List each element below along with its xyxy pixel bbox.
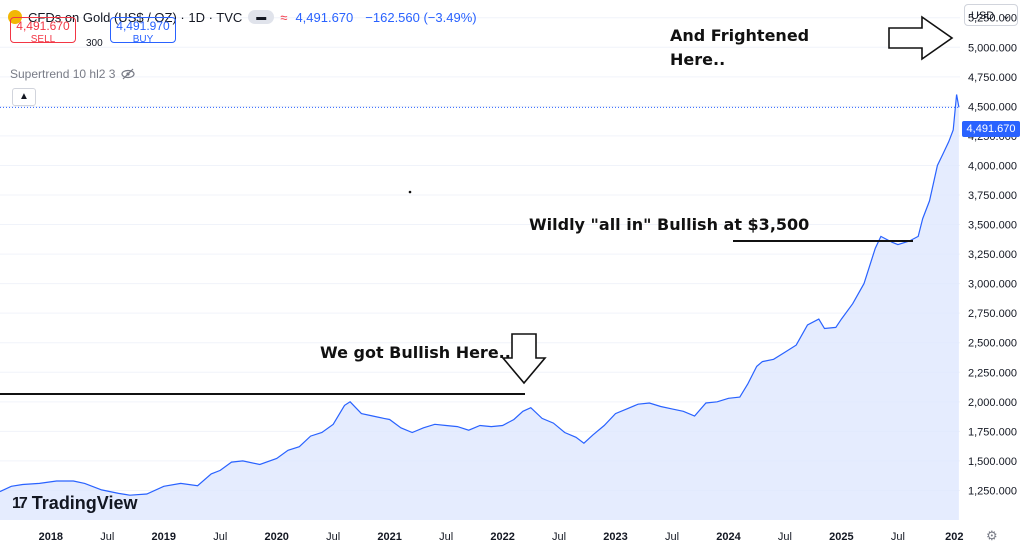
x-tick-label: 2021 xyxy=(377,531,401,543)
y-tick-label: 2,750.000 xyxy=(968,308,1017,320)
price-area-fill xyxy=(0,94,959,520)
down-arrow-icon xyxy=(501,333,547,385)
time-axis[interactable]: 2018 Jul 2019 Jul 2020 Jul 2021 Jul 2022 Jul 2023 J… xyxy=(39,531,964,543)
y-tick-label: 4,000.000 xyxy=(968,160,1017,172)
y-tick-label: 1,250.000 xyxy=(968,485,1017,497)
annotation-all-in: Wildly "all in" Bullish at $3,500 xyxy=(529,215,810,234)
y-tick-label: 4,750.000 xyxy=(968,72,1017,84)
spread-value: 300 xyxy=(86,38,103,49)
x-tick-label: 2024 xyxy=(716,531,741,543)
y-tick-label: 1,500.000 xyxy=(968,456,1017,468)
buy-label: BUY xyxy=(132,34,154,45)
sell-button[interactable]: 4,491.670 SELL xyxy=(10,17,76,45)
settings-gear-icon[interactable]: ⚙ xyxy=(986,528,998,543)
dot-mark xyxy=(408,190,412,194)
y-tick-label: 4,500.000 xyxy=(968,101,1017,113)
x-tick-label: Jul xyxy=(439,531,453,543)
y-tick-label: 5,000.000 xyxy=(968,42,1017,54)
indicator-legend[interactable]: Supertrend 10 hl2 3 xyxy=(10,67,136,81)
x-tick-label: 2025 xyxy=(829,531,853,543)
x-tick-label: 2023 xyxy=(603,531,627,543)
annotation-drawings xyxy=(0,15,954,395)
sell-price: 4,491.670 xyxy=(16,19,70,33)
annotation-bullish: We got Bullish Here.. xyxy=(320,343,511,362)
header-change: −162.560 (−3.49%) xyxy=(365,9,477,25)
y-tick-label: 2,000.000 xyxy=(968,397,1017,409)
y-tick-label: 3,250.000 xyxy=(968,249,1017,261)
symbol-header: CFDs on Gold (US$ / OZ) · 1D · TVC ▬ ≈ 4… xyxy=(8,6,477,28)
y-tick-label: 2,250.000 xyxy=(968,367,1017,379)
y-tick-label: 3,000.000 xyxy=(968,279,1017,291)
x-tick-label: Jul xyxy=(552,531,566,543)
currency-select[interactable]: USD ⌄ xyxy=(964,4,1018,26)
x-tick-label: 202 xyxy=(945,531,963,543)
y-tick-label: 1,750.000 xyxy=(968,426,1017,438)
tradingview-logo: 17 TradingView xyxy=(12,493,138,514)
x-tick-label: Jul xyxy=(665,531,679,543)
x-tick-label: 2020 xyxy=(264,531,288,543)
chevron-down-icon: ⌄ xyxy=(1001,10,1011,22)
x-tick-label: 2019 xyxy=(152,531,176,543)
tradingview-logo-icon: 17 xyxy=(12,494,28,512)
annotation-frightened-line2: Here.. xyxy=(670,50,726,69)
right-arrow-icon xyxy=(888,15,954,61)
market-status-icon[interactable]: ▬ xyxy=(248,10,275,24)
grid xyxy=(0,17,960,491)
x-tick-label: 2022 xyxy=(490,531,514,543)
eye-hidden-icon[interactable] xyxy=(121,68,136,80)
y-tick-label: 5,250.000 xyxy=(968,13,1017,25)
price-axis[interactable]: 1,250.000 1,500.000 1,750.000 2,000.000 2,25… xyxy=(968,13,1017,498)
collapse-legend-button[interactable]: ▲ xyxy=(12,88,36,106)
x-tick-label: Jul xyxy=(100,531,114,543)
chevron-up-icon: ▲ xyxy=(19,91,29,102)
y-tick-label: 2,500.000 xyxy=(968,338,1017,350)
wave-icon: ≈ xyxy=(280,9,288,25)
annotation-frightened-line1: And Frightened xyxy=(670,26,810,45)
price-line xyxy=(0,94,960,496)
last-price-label: 4,491.670 xyxy=(962,121,1020,137)
currency-value: USD xyxy=(971,10,995,22)
logo-text: TradingView xyxy=(31,493,138,513)
x-tick-label: Jul xyxy=(778,531,792,543)
buy-price: 4,491.970 xyxy=(116,19,170,33)
buy-button[interactable]: 4,491.970 BUY xyxy=(110,17,176,45)
header-price: 4,491.670 xyxy=(295,9,354,25)
sell-label: SELL xyxy=(30,34,56,45)
indicator-label: Supertrend 10 hl2 3 xyxy=(10,67,116,81)
y-tick-label: 3,750.000 xyxy=(968,190,1017,202)
x-tick-label: Jul xyxy=(326,531,340,543)
x-tick-label: 2018 xyxy=(39,531,63,543)
y-tick-label: 3,500.000 xyxy=(968,220,1017,232)
x-tick-label: Jul xyxy=(891,531,905,543)
x-tick-label: Jul xyxy=(213,531,227,543)
